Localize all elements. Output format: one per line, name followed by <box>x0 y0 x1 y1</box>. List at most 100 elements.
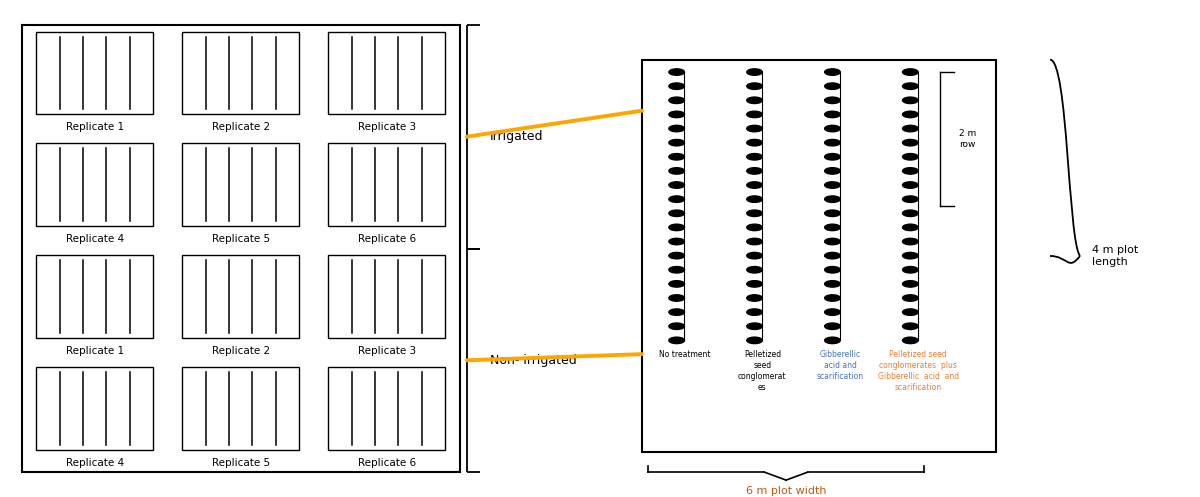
Circle shape <box>668 295 684 301</box>
Circle shape <box>746 337 762 343</box>
Text: Replicate 6: Replicate 6 <box>358 234 415 244</box>
Circle shape <box>746 238 762 245</box>
Text: Pelletized seed
conglomerates  plus
Gibberellic  acid  and
scarification: Pelletized seed conglomerates plus Gibbe… <box>877 350 959 393</box>
FancyBboxPatch shape <box>328 143 445 226</box>
Text: Pelletized
seed
conglomerat
es: Pelletized seed conglomerat es <box>738 350 787 393</box>
Circle shape <box>824 125 840 132</box>
Circle shape <box>902 125 918 132</box>
Circle shape <box>668 238 684 245</box>
Circle shape <box>902 266 918 273</box>
Text: Replicate 1: Replicate 1 <box>66 346 124 356</box>
Circle shape <box>746 83 762 89</box>
FancyBboxPatch shape <box>328 31 445 114</box>
FancyBboxPatch shape <box>182 255 299 338</box>
Text: Replicate 3: Replicate 3 <box>358 122 415 132</box>
Circle shape <box>668 167 684 174</box>
Circle shape <box>668 309 684 316</box>
Text: No treatment: No treatment <box>659 350 710 359</box>
Text: Replicate 4: Replicate 4 <box>66 458 124 468</box>
Circle shape <box>902 97 918 103</box>
Circle shape <box>824 238 840 245</box>
Circle shape <box>824 83 840 89</box>
Circle shape <box>824 281 840 287</box>
Circle shape <box>746 281 762 287</box>
Circle shape <box>902 337 918 343</box>
Circle shape <box>902 83 918 89</box>
Circle shape <box>668 210 684 217</box>
Text: Replicate 3: Replicate 3 <box>358 346 415 356</box>
Circle shape <box>902 69 918 75</box>
FancyBboxPatch shape <box>36 255 154 338</box>
FancyBboxPatch shape <box>328 255 445 338</box>
Circle shape <box>746 295 762 301</box>
Text: 6 m plot width: 6 m plot width <box>746 486 827 496</box>
Circle shape <box>668 281 684 287</box>
FancyBboxPatch shape <box>182 31 299 114</box>
Circle shape <box>668 337 684 343</box>
Circle shape <box>824 196 840 202</box>
Text: Replicate 2: Replicate 2 <box>211 122 270 132</box>
Circle shape <box>746 266 762 273</box>
FancyBboxPatch shape <box>182 367 299 450</box>
Circle shape <box>746 210 762 217</box>
Circle shape <box>902 224 918 231</box>
Circle shape <box>824 323 840 330</box>
Circle shape <box>824 295 840 301</box>
Circle shape <box>824 337 840 343</box>
Circle shape <box>824 309 840 316</box>
Circle shape <box>824 210 840 217</box>
Circle shape <box>902 210 918 217</box>
Text: Replicate 4: Replicate 4 <box>66 234 124 244</box>
Text: 4 m plot
length: 4 m plot length <box>1092 245 1139 267</box>
Circle shape <box>902 140 918 146</box>
Text: Gibberellic
acid and
scarification: Gibberellic acid and scarification <box>817 350 864 381</box>
Circle shape <box>902 281 918 287</box>
Circle shape <box>902 182 918 188</box>
Circle shape <box>746 69 762 75</box>
Circle shape <box>746 252 762 259</box>
Circle shape <box>668 182 684 188</box>
Circle shape <box>902 309 918 316</box>
Circle shape <box>902 167 918 174</box>
Circle shape <box>668 266 684 273</box>
FancyBboxPatch shape <box>36 367 154 450</box>
Circle shape <box>824 167 840 174</box>
Circle shape <box>824 111 840 118</box>
FancyBboxPatch shape <box>36 143 154 226</box>
Circle shape <box>668 252 684 259</box>
Circle shape <box>668 97 684 103</box>
Circle shape <box>902 154 918 160</box>
Circle shape <box>824 154 840 160</box>
Circle shape <box>668 140 684 146</box>
Circle shape <box>746 309 762 316</box>
Circle shape <box>746 323 762 330</box>
Text: Irrigated: Irrigated <box>490 130 544 143</box>
Circle shape <box>746 140 762 146</box>
Text: 2 m
row: 2 m row <box>959 129 976 149</box>
Circle shape <box>902 196 918 202</box>
Circle shape <box>668 125 684 132</box>
Circle shape <box>668 196 684 202</box>
FancyBboxPatch shape <box>36 31 154 114</box>
Circle shape <box>668 83 684 89</box>
Circle shape <box>902 252 918 259</box>
Text: Replicate 5: Replicate 5 <box>211 458 270 468</box>
Circle shape <box>824 252 840 259</box>
Circle shape <box>746 182 762 188</box>
FancyBboxPatch shape <box>328 367 445 450</box>
Circle shape <box>902 238 918 245</box>
Text: Replicate 2: Replicate 2 <box>211 346 270 356</box>
Circle shape <box>824 69 840 75</box>
Circle shape <box>902 111 918 118</box>
Circle shape <box>824 266 840 273</box>
Circle shape <box>668 323 684 330</box>
Text: Non- irrigated: Non- irrigated <box>490 354 576 367</box>
Circle shape <box>668 69 684 75</box>
FancyBboxPatch shape <box>182 143 299 226</box>
Circle shape <box>824 97 840 103</box>
Circle shape <box>668 111 684 118</box>
Circle shape <box>746 167 762 174</box>
Text: Replicate 1: Replicate 1 <box>66 122 124 132</box>
Circle shape <box>746 97 762 103</box>
FancyBboxPatch shape <box>642 60 996 452</box>
